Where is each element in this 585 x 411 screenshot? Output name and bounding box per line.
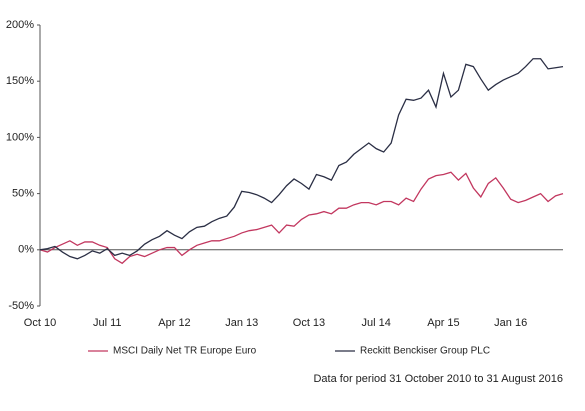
series-line: [39, 171, 564, 265]
y-tick-label: 200%: [6, 19, 34, 31]
x-tick-label: Jan 16: [494, 317, 527, 329]
x-tick-label: Jul 11: [93, 317, 122, 329]
y-tick-label: 150%: [6, 75, 34, 87]
x-tick-label: Apr 15: [427, 317, 459, 329]
x-tick-label: Oct 10: [24, 317, 56, 329]
footnote: Data for period 31 October 2010 to 31 Au…: [313, 373, 563, 385]
y-tick-label: 50%: [12, 188, 34, 200]
y-tick-label: -50%: [8, 300, 34, 312]
series-line: [39, 58, 564, 260]
x-tick-label: Jul 14: [362, 317, 391, 329]
x-tick-label: Apr 12: [158, 317, 190, 329]
x-tick-label: Jan 13: [225, 317, 258, 329]
legend-label: MSCI Daily Net TR Europe Euro: [113, 346, 257, 357]
x-tick-label: Oct 13: [293, 317, 325, 329]
legend-label: Reckitt Benckiser Group PLC: [360, 346, 490, 357]
y-tick-label: 0%: [18, 244, 34, 256]
y-tick-label: 100%: [6, 131, 34, 143]
